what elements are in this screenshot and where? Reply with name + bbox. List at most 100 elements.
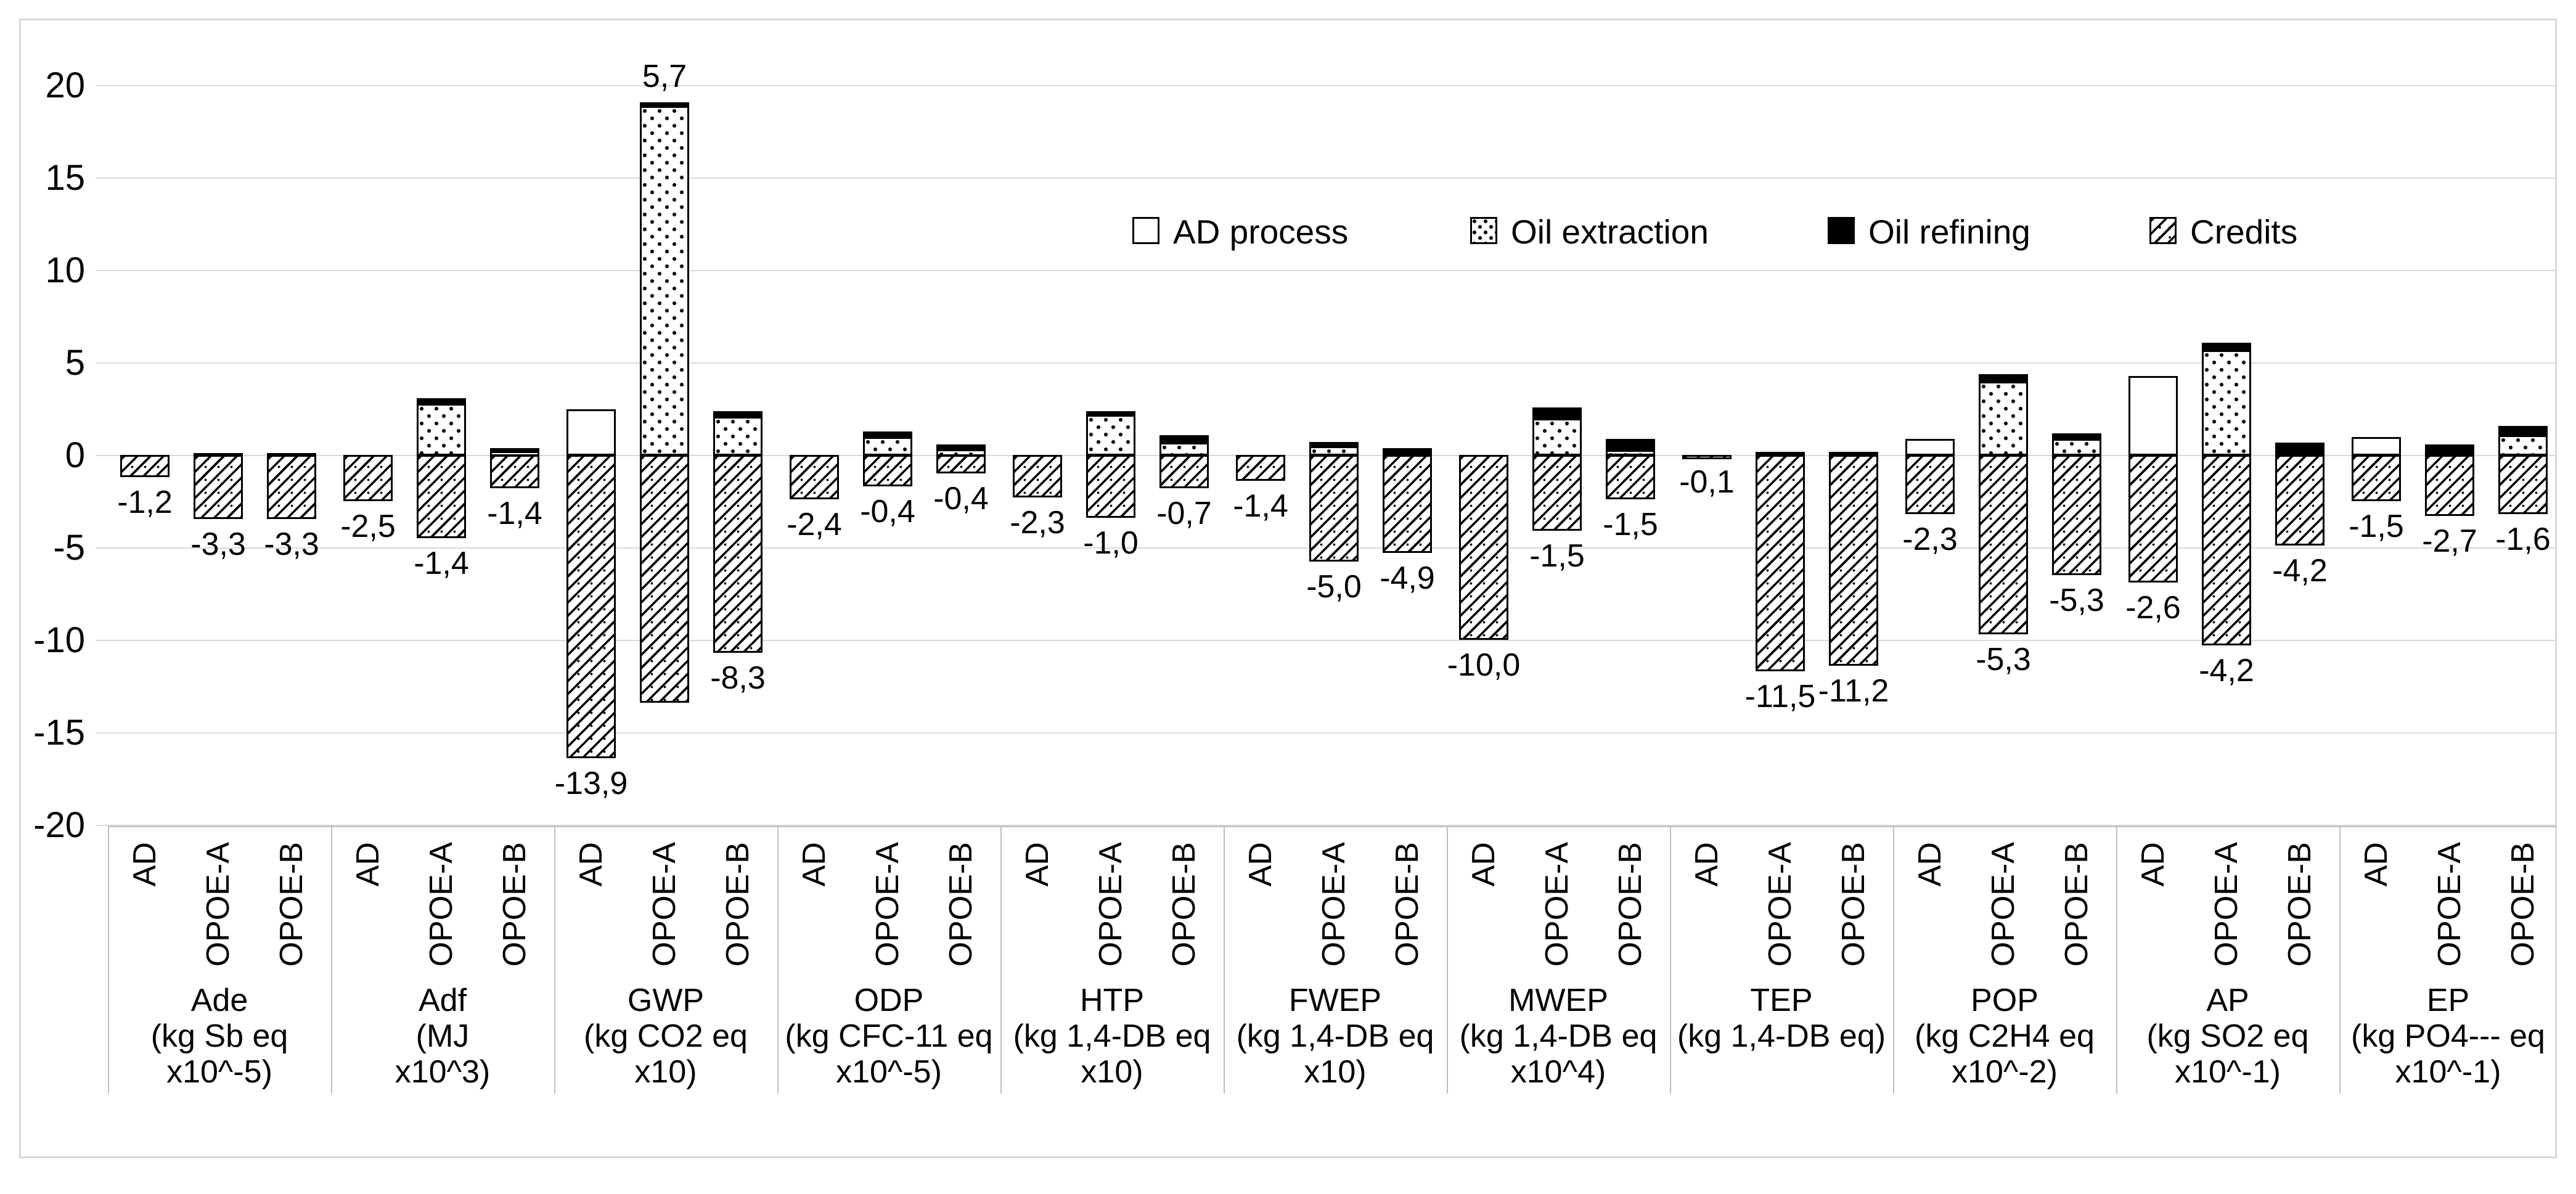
bar-segment-oil-refining <box>2425 444 2474 454</box>
y-axis-tick-label: -5 <box>53 528 85 568</box>
bar-segment-credits <box>1309 455 1359 562</box>
bar-net-value-label: -8,3 <box>710 660 766 696</box>
bar-net-value-label: -2,6 <box>2125 590 2181 626</box>
bar-scenario-label-text: OPOE-A <box>1985 842 2021 967</box>
bar-scenario-label-text: OPOE-B <box>1613 842 1648 967</box>
bar-segment-credits <box>1459 455 1508 640</box>
bar-scenario-label-text: OPOE-A <box>423 842 459 967</box>
bar-scenario-label-text: AD <box>1689 842 1725 887</box>
bar-net-value-label: -5,3 <box>1976 642 2031 677</box>
bar-segment-credits <box>1905 455 1955 514</box>
bar-segment-credits <box>2498 455 2548 514</box>
bar-segment-credits <box>566 455 616 758</box>
group-label-line: x10) <box>1081 1054 1143 1090</box>
group-label: EP (kg PO4--- eq x10^-1) <box>2339 983 2557 1090</box>
bar-segment-oil-extraction <box>417 404 466 456</box>
bar-segment-credits <box>2202 455 2251 645</box>
gridline <box>96 640 2557 641</box>
gridline <box>96 85 2557 86</box>
bar-segment-oil-extraction <box>1309 446 1359 456</box>
bar-segment-oil-refining <box>1086 411 1135 415</box>
bar-segment-oil-refining <box>713 411 763 417</box>
bar-segment-credits <box>790 455 839 499</box>
bar-net-value-label: -4,2 <box>2199 653 2254 689</box>
bar-scenario-label-text: OPOE-B <box>497 842 533 967</box>
bar-segment-oil-refining <box>863 431 912 437</box>
group-label-line: AP <box>2206 983 2249 1018</box>
bar-net-value-label: -0,1 <box>1679 464 1735 500</box>
group-label-line: (kg 1,4-DB eq <box>1459 1018 1658 1054</box>
bar-net-value-label: -11,5 <box>1744 679 1816 714</box>
bar-segment-credits <box>2425 455 2474 516</box>
bar-scenario-label-text: OPOE-B <box>2505 842 2541 967</box>
bar-scenario-label-text: OPOE-B <box>2282 842 2318 967</box>
bar-net-value-label: -2,3 <box>1010 505 1065 541</box>
bar-scenario-label-text: OPOE-A <box>200 842 236 967</box>
bar-segment-credits <box>1606 455 1655 499</box>
bar-scenario-label-text: OPOE-A <box>1316 842 1352 967</box>
legend-label: AD process <box>1173 213 1349 251</box>
bar-segment-credits <box>1086 455 1135 518</box>
group-separator <box>1670 826 1671 1094</box>
legend-marker-ad-process <box>1132 217 1159 244</box>
bar-segment-ad-process <box>2128 376 2178 456</box>
group-label-line: (kg 1,4-DB eq) <box>1677 1018 1886 1054</box>
bar-segment-credits <box>1383 455 1432 553</box>
bar-segment-oil-extraction <box>1159 443 1209 456</box>
group-label-line: ODP <box>854 983 924 1018</box>
group-separator <box>108 826 109 1094</box>
legend-marker-credits <box>2149 217 2177 244</box>
gridline <box>96 362 2557 364</box>
bar-segment-credits <box>1159 455 1209 488</box>
bar-segment-ad-process <box>566 409 616 456</box>
bar-segment-credits <box>1682 455 1732 459</box>
bar-segment-oil-refining <box>1159 435 1209 443</box>
bar-segment-credits <box>194 455 243 519</box>
bar-net-value-label: -1,5 <box>1603 507 1658 542</box>
y-axis-tick-label: 15 <box>45 158 85 198</box>
bar-scenario-label-text: OPOE-B <box>720 842 756 967</box>
group-label: HTP (kg 1,4-DB eq x10) <box>1000 983 1224 1090</box>
group-label-line: (MJ <box>415 1018 470 1054</box>
bar-segment-credits <box>343 455 393 501</box>
bar-scenario-label-text: AD <box>127 842 163 887</box>
bar-scenario-label-text: AD <box>796 842 832 887</box>
y-axis-tick-label: 5 <box>65 343 85 383</box>
bar-segment-oil-refining <box>1606 439 1655 450</box>
bar-segment-credits <box>490 455 539 488</box>
group-label-line: x10) <box>1304 1054 1367 1090</box>
bar-segment-oil-refining <box>936 444 986 449</box>
gridline <box>96 732 2557 734</box>
bar-segment-oil-extraction <box>2052 439 2101 456</box>
bar-net-value-label: -1,4 <box>487 496 542 531</box>
group-label-line: x10^-5) <box>166 1054 272 1090</box>
bar-segment-oil-refining <box>1979 374 2028 382</box>
bar-segment-oil-extraction <box>2202 350 2251 456</box>
bar-segment-credits <box>1979 455 2028 634</box>
bar-net-value-label: -11,2 <box>1818 673 1889 709</box>
bar-segment-credits <box>267 455 316 519</box>
group-label: TEP (kg 1,4-DB eq) <box>1670 983 1893 1054</box>
group-label-line: TEP <box>1750 983 1813 1018</box>
bar-segment-oil-refining <box>2052 433 2101 439</box>
group-separator <box>2116 826 2117 1094</box>
bar-net-value-label: -1,0 <box>1083 525 1139 561</box>
group-label-line: (kg SO2 eq <box>2146 1018 2309 1054</box>
y-axis-tick-label: 10 <box>45 250 85 290</box>
bar-scenario-label-text: OPOE-B <box>1166 842 1202 967</box>
bar-scenario-label-text: AD <box>1912 842 1948 887</box>
bar-net-value-label: -3,3 <box>264 526 319 562</box>
bar-net-value-label: -1,5 <box>2349 509 2404 544</box>
group-separator <box>2339 826 2341 1094</box>
bar-segment-credits <box>120 455 170 477</box>
bar-net-value-label: -1,5 <box>1529 538 1585 574</box>
bar-segment-oil-extraction <box>1086 415 1135 456</box>
bar-segment-oil-refining <box>1383 448 1432 454</box>
bar-segment-credits <box>936 455 986 473</box>
group-separator <box>1447 826 1448 1094</box>
bar-segment-oil-refining <box>640 102 689 107</box>
bar-segment-credits <box>713 455 763 653</box>
group-label-line: x10^-1) <box>2175 1054 2281 1090</box>
group-label-line: (kg 1,4-DB eq <box>1013 1018 1211 1054</box>
